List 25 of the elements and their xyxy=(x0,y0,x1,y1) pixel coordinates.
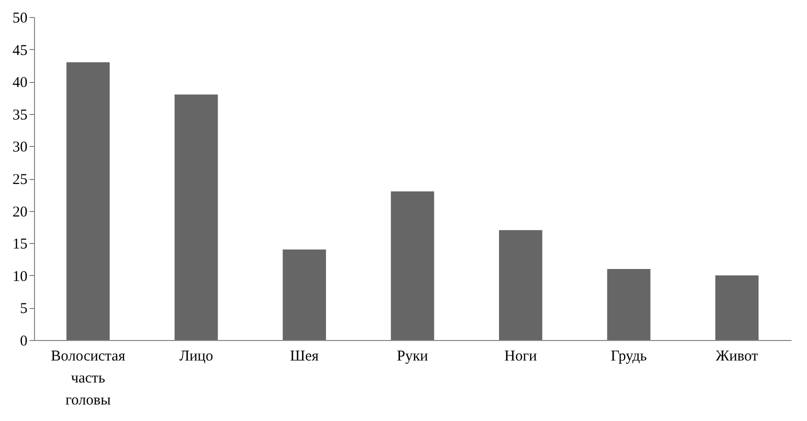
y-tick-label: 0 xyxy=(20,334,28,350)
y-tick-label: 20 xyxy=(12,204,28,220)
y-tick-label: 35 xyxy=(12,107,28,124)
y-tick-label: 50 xyxy=(12,10,28,26)
x-tick-label: Грудь xyxy=(610,348,647,364)
x-tick-label: Живот xyxy=(716,348,759,364)
y-tick-label: 5 xyxy=(20,301,28,318)
x-tick-label: Ноги xyxy=(504,348,537,364)
y-tick-label: 15 xyxy=(12,236,28,253)
bar xyxy=(282,250,326,340)
x-tick-label: Волосистая часть головы xyxy=(50,348,126,408)
x-tick-label: Лицо xyxy=(179,348,214,364)
y-tick-label: 10 xyxy=(12,268,28,285)
y-tick-label: 30 xyxy=(12,140,28,156)
bar xyxy=(715,275,759,340)
bar xyxy=(607,268,650,340)
y-tick-label: 45 xyxy=(12,42,28,59)
x-tick-label: Шея xyxy=(290,348,319,364)
y-tick-label: 25 xyxy=(12,172,28,188)
bar xyxy=(66,62,110,340)
bar xyxy=(390,191,434,340)
y-tick-label: 40 xyxy=(12,75,28,92)
bar xyxy=(174,94,218,340)
bar xyxy=(499,230,542,340)
x-tick-label: Руки xyxy=(396,348,428,364)
